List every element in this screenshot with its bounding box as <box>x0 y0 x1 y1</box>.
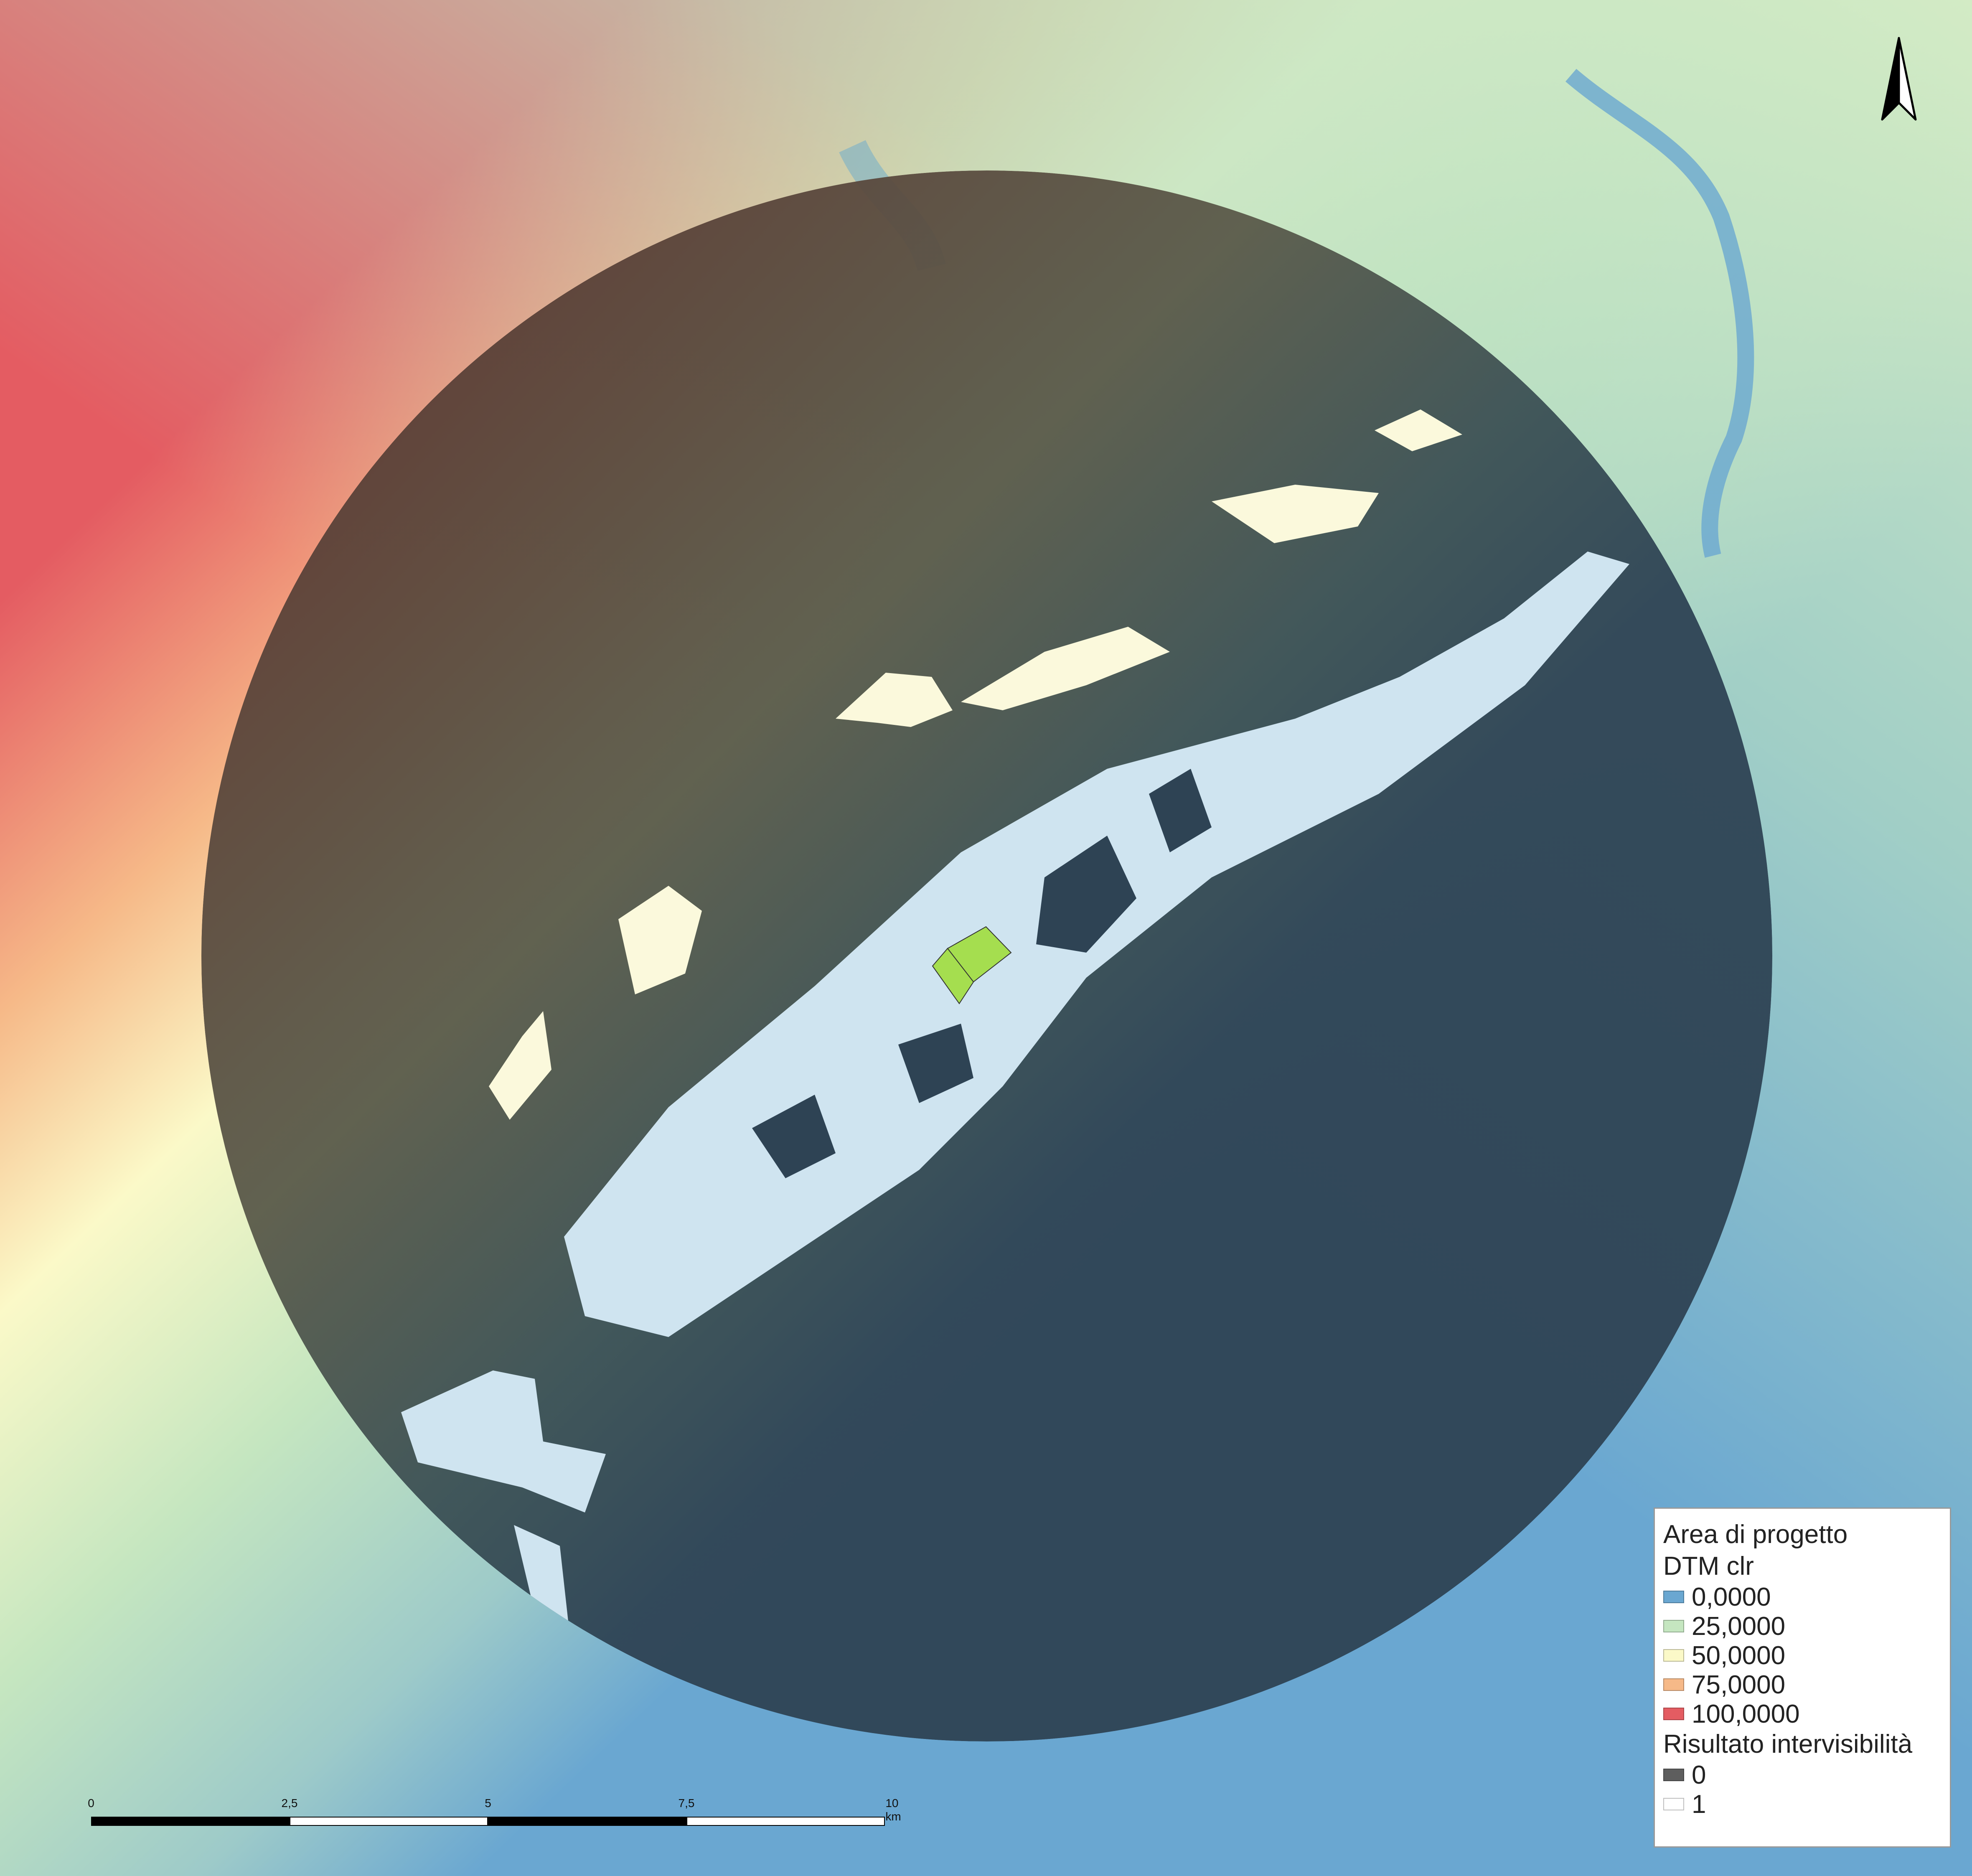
scale-segment <box>488 1817 686 1826</box>
legend-label: 75,0000 <box>1692 1670 1786 1699</box>
legend-swatch <box>1663 1620 1684 1632</box>
legend-swatch <box>1663 1678 1684 1691</box>
legend-item-vis-1: 1 <box>1663 1790 1942 1819</box>
scale-bar: 0 2,5 5 7,5 10 km <box>88 1797 901 1830</box>
legend-swatch <box>1663 1649 1684 1662</box>
visible-patch-w2 <box>489 1011 551 1120</box>
visible-patch-n4 <box>1375 409 1462 451</box>
legend-dtm-title: DTM clr <box>1663 1552 1754 1581</box>
legend-label: 1 <box>1692 1790 1706 1819</box>
scale-label-2: 5 <box>485 1797 491 1810</box>
visible-patch-sw-2 <box>514 1525 568 1621</box>
legend-item-vis-0: 0 <box>1663 1760 1942 1790</box>
legend-label: 50,0000 <box>1692 1641 1786 1670</box>
legend-item-dtm-75: 75,0000 <box>1663 1670 1942 1699</box>
legend-swatch <box>1663 1769 1684 1781</box>
river <box>1565 69 1754 558</box>
visible-patch-n1 <box>836 673 953 727</box>
north-arrow-icon <box>1881 37 1917 121</box>
legend-swatch <box>1663 1798 1684 1810</box>
visible-patch-n2 <box>961 627 1170 710</box>
scale-label-4: 10 km <box>885 1797 901 1823</box>
visible-patch-sw <box>401 1370 606 1512</box>
legend-swatch <box>1663 1591 1684 1603</box>
scale-label-3: 7,5 <box>678 1797 695 1810</box>
legend-item-dtm-50: 50,0000 <box>1663 1641 1942 1670</box>
legend-label: 0,0000 <box>1692 1582 1771 1612</box>
legend-label: 0 <box>1692 1760 1706 1790</box>
legend-item-dtm-0: 0,0000 <box>1663 1582 1942 1612</box>
legend-item-dtm-100: 100,0000 <box>1663 1699 1942 1729</box>
legend-swatch <box>1663 1708 1684 1720</box>
project-area[interactable] <box>932 926 1012 1004</box>
legend-item-dtm-25: 25,0000 <box>1663 1612 1942 1641</box>
visible-patch-w1 <box>618 886 702 994</box>
visible-patch-n3 <box>1212 485 1379 543</box>
map-legend: Area di progetto DTM clr 0,0000 25,0000 … <box>1654 1507 1951 1848</box>
legend-label: 25,0000 <box>1692 1612 1786 1641</box>
scale-segment <box>290 1817 488 1826</box>
legend-label: 100,0000 <box>1692 1699 1800 1729</box>
scale-label-0: 0 <box>88 1797 94 1810</box>
scale-segment <box>91 1817 290 1826</box>
legend-project-area: Area di progetto <box>1663 1520 1848 1549</box>
scale-label-1: 2,5 <box>281 1797 298 1810</box>
legend-visibility-title: Risultato intervisibilità <box>1663 1730 1913 1759</box>
scale-segment <box>686 1817 885 1826</box>
